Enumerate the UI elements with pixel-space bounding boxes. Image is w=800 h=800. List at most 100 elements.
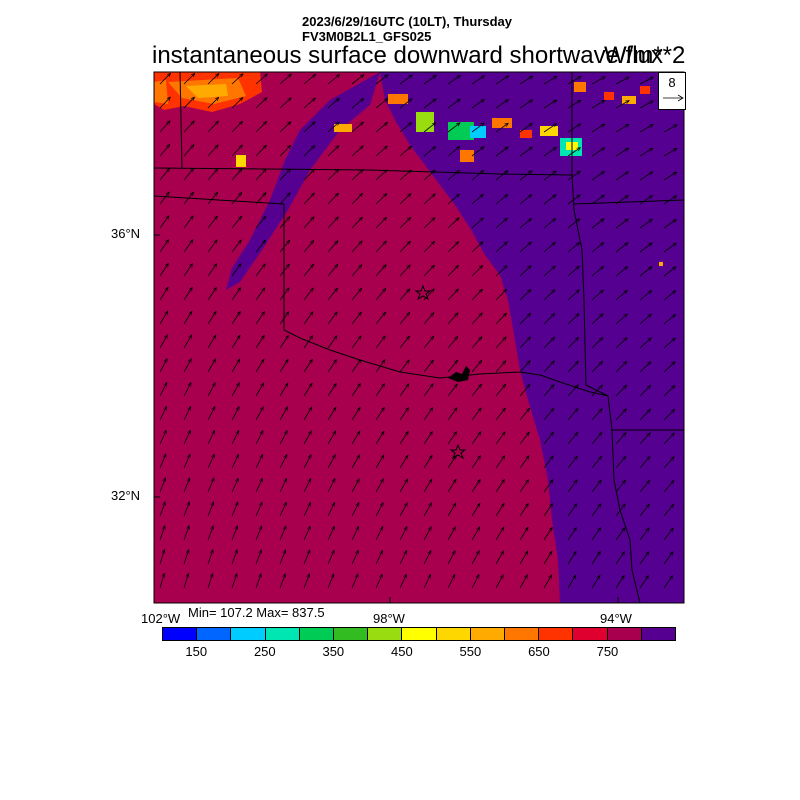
wind-vector — [663, 314, 676, 325]
wind-vector — [399, 551, 407, 565]
wind-vector — [207, 454, 214, 469]
wind-vector — [495, 575, 503, 589]
wind-vector — [615, 267, 628, 277]
wind-vector — [471, 242, 483, 253]
wind-vector — [663, 172, 677, 181]
wind-vector — [567, 243, 580, 253]
wind-vector — [327, 265, 338, 277]
units-label: W/m**2 — [604, 42, 686, 69]
wind-vector — [471, 99, 484, 109]
wind-vector — [399, 432, 408, 445]
wind-vector — [207, 311, 216, 325]
wind-vector — [615, 314, 627, 325]
wind-vector — [567, 148, 580, 157]
wind-vector — [183, 335, 192, 349]
wind-vector — [159, 526, 165, 541]
wind-vector — [375, 75, 388, 85]
wind-vector — [543, 124, 557, 133]
wind-vector — [567, 124, 581, 133]
wind-vector — [303, 407, 312, 421]
wind-vector — [159, 264, 168, 277]
wind-vector — [471, 123, 484, 133]
colorbar-swatch — [539, 628, 574, 640]
wind-vector — [327, 550, 334, 565]
colorbar-swatch — [197, 628, 232, 640]
wind-vector — [327, 384, 336, 397]
wind-vector — [567, 337, 579, 349]
colorbar-tick-label: 450 — [391, 644, 413, 659]
high-flux-patches — [154, 72, 663, 266]
wind-vector — [567, 385, 578, 397]
wind-vector — [279, 240, 290, 253]
wind-vector — [375, 479, 383, 493]
wind-vector — [591, 409, 602, 421]
colorbar-tick-label: 550 — [459, 644, 482, 659]
wind-vector — [303, 431, 311, 445]
wind-vector — [471, 337, 482, 349]
wind-vector — [591, 552, 600, 565]
wind-vector — [663, 196, 677, 205]
wind-vector — [183, 526, 189, 541]
wind-vector — [303, 122, 315, 133]
wind-vector — [591, 77, 605, 85]
wind-vector — [279, 359, 288, 373]
wind-vector — [375, 431, 384, 445]
wind-vector — [663, 220, 676, 229]
wind-vector — [663, 409, 675, 421]
min-max-label: Min= 107.2 Max= 837.5 — [188, 605, 325, 620]
wind-vector — [663, 504, 674, 517]
wind-vector — [447, 170, 460, 181]
wind-vector — [519, 313, 531, 325]
wind-vector — [399, 455, 408, 469]
wind-vector — [495, 361, 506, 373]
wind-vector — [543, 551, 552, 565]
wind-vector — [543, 361, 554, 373]
wind-vector — [591, 480, 601, 493]
wind-vector — [231, 240, 241, 253]
wind-vector — [543, 76, 557, 85]
wind-vector — [471, 76, 485, 85]
wind-vector — [639, 528, 649, 541]
wind-vector — [519, 527, 528, 541]
axis-ticks — [154, 234, 619, 603]
wind-vector — [183, 288, 192, 301]
wind-vector — [231, 193, 242, 205]
wind-vector — [255, 145, 266, 157]
wind-vector — [231, 526, 238, 541]
wind-vector — [207, 74, 219, 85]
wind-vector — [399, 194, 411, 205]
wind-vector — [591, 100, 605, 109]
wind-vector — [543, 147, 556, 157]
wind-vector — [183, 383, 191, 397]
wind-vector — [543, 171, 556, 181]
wind-vector — [279, 74, 291, 85]
wind-vector — [447, 527, 455, 541]
colorbar-swatch — [299, 628, 335, 640]
wind-vector — [447, 194, 459, 205]
wind-vector — [159, 97, 170, 109]
wind-vector — [519, 76, 533, 85]
station-markers — [414, 284, 467, 460]
wind-vector — [615, 124, 629, 133]
wind-vector — [591, 148, 605, 157]
wind-vector — [255, 193, 266, 205]
wind-vector — [375, 384, 385, 397]
colorbar-swatch — [231, 628, 266, 640]
wind-vector — [351, 241, 362, 253]
wind-vector — [303, 455, 311, 469]
wind-vector — [399, 384, 409, 397]
colorbar-swatch — [334, 628, 369, 640]
wind-vector — [519, 456, 529, 469]
wind-vector — [303, 383, 312, 397]
wind-vector — [375, 265, 386, 277]
wind-vector — [351, 288, 362, 301]
wind-vector — [255, 336, 264, 349]
lon-label-98w: 98°W — [373, 611, 405, 626]
station-star-dfw — [449, 443, 467, 460]
wind-vector — [255, 383, 264, 397]
colorbar-swatch — [641, 628, 676, 640]
wind-vector — [639, 481, 650, 493]
wind-vector — [663, 125, 677, 133]
wind-vector — [471, 527, 480, 541]
wind-vector — [663, 148, 677, 157]
